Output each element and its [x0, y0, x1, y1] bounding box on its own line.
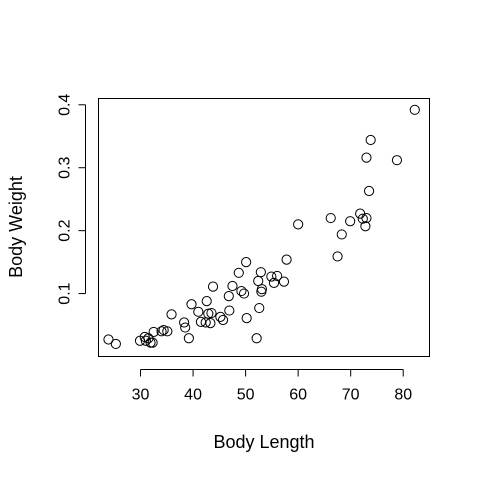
scatter-point — [293, 219, 304, 230]
scatter-point — [325, 212, 336, 224]
scatter-point — [140, 335, 151, 346]
x-tick-label: 40 — [184, 387, 202, 404]
scatter-point — [206, 307, 217, 319]
scatter-point — [223, 290, 234, 302]
scatter-point — [365, 134, 376, 146]
scatter-point — [336, 229, 347, 240]
y-tick-label: 0.1 — [57, 282, 74, 304]
scatter-point — [162, 326, 173, 337]
scatter-point — [272, 270, 283, 282]
scatter-point — [179, 317, 190, 328]
x-tick-label: 50 — [237, 387, 255, 404]
scatter-point — [251, 333, 262, 344]
scatter-point — [201, 296, 212, 307]
y-tick-label: 0.3 — [57, 157, 74, 179]
scatter-point — [363, 185, 375, 197]
x-tick-label: 60 — [289, 387, 307, 404]
x-tick-label: 80 — [394, 387, 412, 404]
scatter-point — [357, 213, 368, 224]
scatter-point — [236, 285, 247, 297]
scatter-point — [238, 288, 250, 299]
y-tick-label: 0.2 — [57, 219, 74, 241]
x-axis-title: Body Length — [213, 432, 314, 452]
scatter-point — [391, 155, 403, 166]
x-tick-label: 70 — [342, 387, 360, 404]
y-axis-title: Body Weight — [6, 176, 26, 278]
scatter-point — [409, 104, 420, 115]
scatter-point — [332, 251, 343, 262]
scatter-point — [148, 326, 159, 338]
scatter-point — [233, 267, 244, 278]
scatter-point — [224, 305, 235, 316]
scatter-point — [215, 311, 226, 322]
scatter-point — [166, 309, 177, 320]
y-axis: 0.1 0.2 0.3 0.4 — [57, 94, 86, 305]
x-tick-label: 30 — [132, 387, 150, 404]
scatter-point — [281, 254, 292, 265]
scatter-point — [241, 313, 252, 324]
data-points — [103, 104, 420, 350]
scatter-point — [156, 326, 167, 337]
scatter-point — [180, 322, 191, 333]
scatter-point — [227, 280, 238, 292]
scatter-point — [256, 284, 267, 295]
scatter-point — [345, 216, 356, 227]
scatter-point — [361, 152, 372, 163]
scatter-point — [217, 314, 229, 326]
scatter-point — [110, 338, 121, 350]
scatter-point — [360, 221, 371, 232]
scatter-point — [361, 212, 372, 224]
plot-area-border — [98, 98, 430, 357]
scatter-point — [207, 281, 219, 292]
scatter-point — [205, 318, 216, 329]
scatter-point — [103, 334, 114, 345]
scatter-point — [147, 337, 158, 348]
scatter-point — [278, 276, 290, 287]
y-tick-label: 0.4 — [57, 94, 74, 116]
scatter-point — [241, 257, 252, 268]
scatter-point — [254, 302, 265, 314]
scatter-point — [255, 267, 266, 278]
x-axis: 30 40 50 60 70 80 — [132, 369, 412, 404]
scatter-point — [266, 271, 277, 282]
scatter-point — [193, 306, 204, 317]
scatter-point — [186, 299, 197, 310]
scatter-point — [183, 333, 194, 344]
scatter-point — [268, 277, 280, 288]
